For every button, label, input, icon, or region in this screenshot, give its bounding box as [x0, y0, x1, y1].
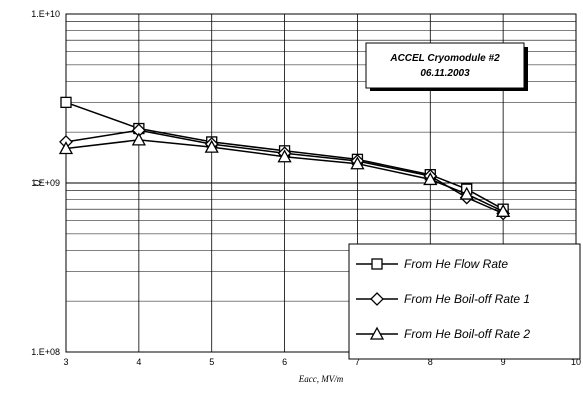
y-tick-label: 1.E+08: [31, 347, 60, 357]
legend-item: From He Boil-off Rate 2: [356, 326, 530, 341]
x-tick-label: 5: [209, 357, 214, 367]
data-point: [350, 156, 365, 170]
legend-item: From He Boil-off Rate 1: [356, 292, 530, 306]
x-tick-label: 3: [63, 357, 68, 367]
tick-labels: 3 4 5 6 7 8 9 10 1.E+08 1.E+09 1.E+10: [31, 9, 581, 367]
legend: From He Flow Rate From He Boil-off Rate 1…: [348, 243, 581, 360]
legend-label: From He Flow Rate: [404, 257, 508, 271]
annotation-box: ACCEL Cryomodule #2 06.11.2003: [365, 42, 528, 91]
legend-marker: [369, 326, 385, 340]
plot-frame: [65, 13, 577, 353]
series-line: [65, 101, 504, 210]
series-layer: [58, 96, 511, 221]
legend-marker: [370, 292, 384, 306]
data-point: [459, 186, 474, 200]
legend-item: From He Flow Rate: [356, 257, 508, 271]
data-point: [496, 203, 511, 217]
data-point: [277, 149, 292, 163]
annotation-title: ACCEL Cryomodule #2: [389, 53, 500, 64]
y-tick-label: 1.E+10: [31, 9, 60, 19]
x-tick-label: 9: [501, 357, 506, 367]
data-point: [423, 172, 438, 186]
legend-label: From He Boil-off Rate 1: [404, 292, 530, 306]
x-tick-label: 6: [282, 357, 287, 367]
x-tick-label: 8: [428, 357, 433, 367]
series-3: [58, 132, 511, 217]
legend-marker: [371, 258, 383, 270]
data-point: [58, 141, 74, 155]
x-tick-label: 10: [571, 357, 581, 367]
series-line: [65, 129, 504, 215]
data-point: [60, 96, 72, 109]
x-axis-label: Eacc, MV/m: [298, 374, 344, 384]
y-axis-label: Q: [32, 179, 42, 186]
legend-label: From He Boil-off Rate 2: [404, 327, 530, 341]
data-point: [131, 132, 146, 146]
annotation-date: 06.11.2003: [420, 68, 470, 79]
x-tick-label: 7: [355, 357, 360, 367]
y-tick-label: 1.E+09: [31, 178, 60, 188]
data-point: [204, 139, 219, 153]
x-tick-label: 4: [136, 357, 141, 367]
series-line: [65, 139, 504, 212]
